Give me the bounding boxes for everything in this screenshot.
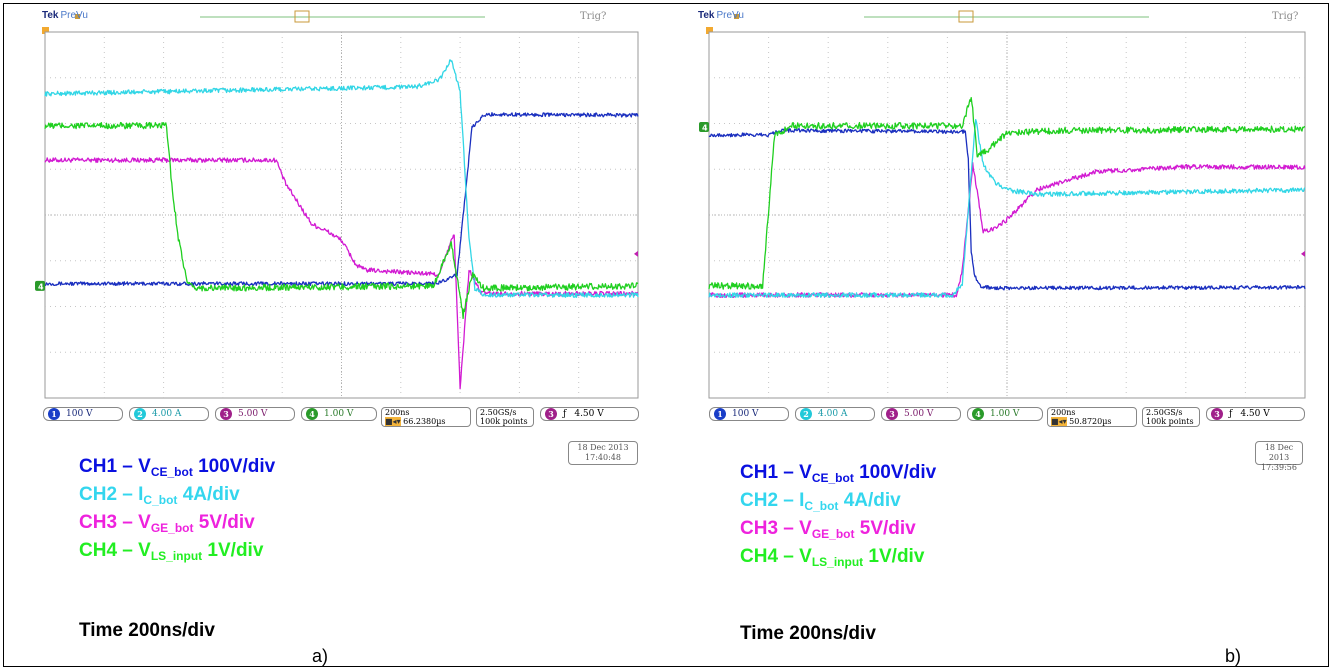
ch4-ground-marker[interactable]: 4 <box>35 280 45 292</box>
legend-ch4: CH4 – VLS_input 1V/div <box>740 546 925 569</box>
rising-edge-icon: ƒ <box>1229 409 1233 419</box>
time-per-div-b: Time 200ns/div <box>740 623 876 644</box>
sample-rate: 2.50GS/s <box>480 408 517 417</box>
trace-ch2 <box>708 118 1306 298</box>
readout-bar-a: 1 100 V 2 4.00 A 3 5.00 V 4 1.00 V 200ns… <box>43 407 643 427</box>
position-value: 50.8720µs <box>1069 417 1112 426</box>
trigger-point-icon <box>706 27 713 34</box>
brand-label: Tek PreVu <box>42 10 88 21</box>
ch2-readout[interactable]: 2 4.00 A <box>795 407 875 421</box>
trace-ch1 <box>44 112 639 287</box>
position-icon: ■◂▾ <box>1051 417 1067 426</box>
trigger-position-marker <box>294 10 310 23</box>
ch1-readout[interactable]: 1 100 V <box>43 407 123 421</box>
legend-ch2: CH2 – IC_bot 4A/div <box>79 484 240 507</box>
channel-legend-b: CH1 – VCE_bot 100V/div CH2 – IC_bot 4A/d… <box>740 461 936 573</box>
readout-bar-b: 1 100 V 2 4.00 A 3 5.00 V 4 1.00 V 200ns… <box>709 407 1309 427</box>
trig-status: Trig? <box>580 11 607 22</box>
position-value: 66.2380µs <box>403 417 446 426</box>
panel-b: 4 Tek PreVu Trig? 1 100 V 2 4.00 A 3 5.00… <box>667 0 1334 670</box>
ch4-badge: 4 <box>972 408 984 420</box>
figure-frame <box>3 3 1329 667</box>
trig-status: Trig? <box>1272 11 1299 22</box>
time-per-div-a: Time 200ns/div <box>79 620 215 641</box>
ch1-badge: 1 <box>48 408 60 420</box>
sample-rate: 2.50GS/s <box>1146 408 1183 417</box>
ch1-scale: 100 V <box>66 409 93 419</box>
trigger-readout[interactable]: 3 ƒ 4.50 V <box>1206 407 1305 421</box>
acquisition-readout[interactable]: 2.50GS/s 100k points <box>1142 407 1200 427</box>
timestamp: 18 Dec 2013 17:40:48 <box>568 441 638 465</box>
trigger-readout[interactable]: 3 ƒ 4.50 V <box>540 407 639 421</box>
legend-ch1: CH1 – VCE_bot 100V/div <box>79 456 276 479</box>
run-indicator-icon <box>734 14 739 19</box>
channel-legend-a: CH1 – VCE_bot 100V/div CH2 – IC_bot 4A/d… <box>79 455 275 567</box>
legend-ch3: CH3 – VGE_bot 5V/div <box>740 518 916 541</box>
ch3-readout[interactable]: 3 5.00 V <box>215 407 295 421</box>
brand-label: Tek PreVu <box>698 10 744 21</box>
trigger-level-marker[interactable] <box>634 250 638 257</box>
legend-ch2: CH2 – IC_bot 4A/div <box>740 490 901 513</box>
run-indicator-icon <box>75 14 80 19</box>
ch2-badge: 2 <box>134 408 146 420</box>
position-icon: ■◂▾ <box>385 417 401 426</box>
date-value: 18 Dec 2013 <box>1264 443 1294 462</box>
trace-ch4 <box>44 121 639 320</box>
panel-a: 4 Tek PreVu Trig? 1 100 V 2 4.00 A 3 5.00… <box>35 10 643 666</box>
trigger-channel-badge: 3 <box>545 408 557 420</box>
record-length: 100k points <box>480 417 528 426</box>
ch3-badge: 3 <box>886 408 898 420</box>
mode-label: PreVu <box>716 10 744 21</box>
ch4-badge: 4 <box>306 408 318 420</box>
trace-ch4 <box>708 96 1306 290</box>
record-length: 100k points <box>1146 417 1194 426</box>
legend-ch1: CH1 – VCE_bot 100V/div <box>740 462 937 485</box>
date-value: 18 Dec 2013 <box>577 443 629 452</box>
legend-ch4: CH4 – VLS_input 1V/div <box>79 540 264 563</box>
timebase-readout[interactable]: 200ns ■◂▾ 50.8720µs <box>1047 407 1137 427</box>
svg-text:4: 4 <box>702 123 708 132</box>
acquisition-readout[interactable]: 2.50GS/s 100k points <box>476 407 534 427</box>
ch2-scale: 4.00 A <box>818 409 848 419</box>
trace-ch1 <box>708 128 1306 291</box>
timebase-readout[interactable]: 200ns ■◂▾ 66.2380µs <box>381 407 471 427</box>
ch4-ground-marker[interactable]: 4 <box>699 121 709 133</box>
timebase-value: 200ns <box>1051 408 1076 417</box>
ch3-readout[interactable]: 3 5.00 V <box>881 407 961 421</box>
ch1-readout[interactable]: 1 100 V <box>709 407 789 421</box>
ch2-scale: 4.00 A <box>152 409 182 419</box>
svg-text:4: 4 <box>38 282 44 291</box>
scope-screen-b: 4 <box>699 10 1306 399</box>
trace-ch2 <box>44 59 639 298</box>
time-value: 17:40:48 <box>585 453 621 462</box>
ch2-readout[interactable]: 2 4.00 A <box>129 407 209 421</box>
mode-label: PreVu <box>60 10 88 21</box>
trigger-level-marker[interactable] <box>1301 250 1305 257</box>
caption-a: a) <box>312 646 329 666</box>
ch3-scale: 5.00 V <box>238 409 268 419</box>
timebase-value: 200ns <box>385 408 410 417</box>
time-value: 17:39:56 <box>1261 463 1297 472</box>
rising-edge-icon: ƒ <box>563 409 567 419</box>
ch4-readout[interactable]: 4 1.00 V <box>301 407 377 421</box>
legend-ch3: CH3 – VGE_bot 5V/div <box>79 512 255 535</box>
scope-screen-a: 4 <box>35 10 639 399</box>
trigger-level: 4.50 V <box>574 409 604 419</box>
caption-b: b) <box>1225 646 1242 666</box>
ch3-scale: 5.00 V <box>904 409 934 419</box>
trigger-point-icon <box>42 27 49 34</box>
trigger-position-marker <box>958 10 974 23</box>
trigger-channel-badge: 3 <box>1211 408 1223 420</box>
ch4-readout[interactable]: 4 1.00 V <box>967 407 1043 421</box>
ch4-scale: 1.00 V <box>990 409 1020 419</box>
ch1-badge: 1 <box>714 408 726 420</box>
trigger-level: 4.50 V <box>1240 409 1270 419</box>
ch2-badge: 2 <box>800 408 812 420</box>
ch1-scale: 100 V <box>732 409 759 419</box>
timestamp: 18 Dec 2013 17:39:56 <box>1255 441 1303 472</box>
ch3-badge: 3 <box>220 408 232 420</box>
ch4-scale: 1.00 V <box>324 409 354 419</box>
